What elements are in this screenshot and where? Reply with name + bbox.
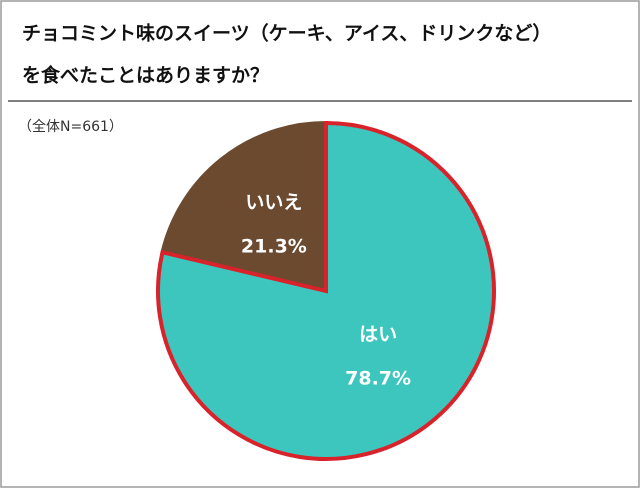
chart-title: を食べたことはありますか？ [22, 64, 269, 87]
value-label: 78.7% [345, 367, 411, 389]
chart-subtitle: （全体N=661） [18, 118, 123, 135]
slice-label: はい [359, 323, 397, 345]
pie-slice [160, 120, 328, 294]
value-label: 21.3% [241, 236, 307, 258]
chart-title: チョコミント味のスイーツ（ケーキ、アイス、ドリンクなど） [22, 22, 551, 45]
slice-label: いいえ [245, 192, 302, 214]
pie-slice [156, 120, 496, 461]
